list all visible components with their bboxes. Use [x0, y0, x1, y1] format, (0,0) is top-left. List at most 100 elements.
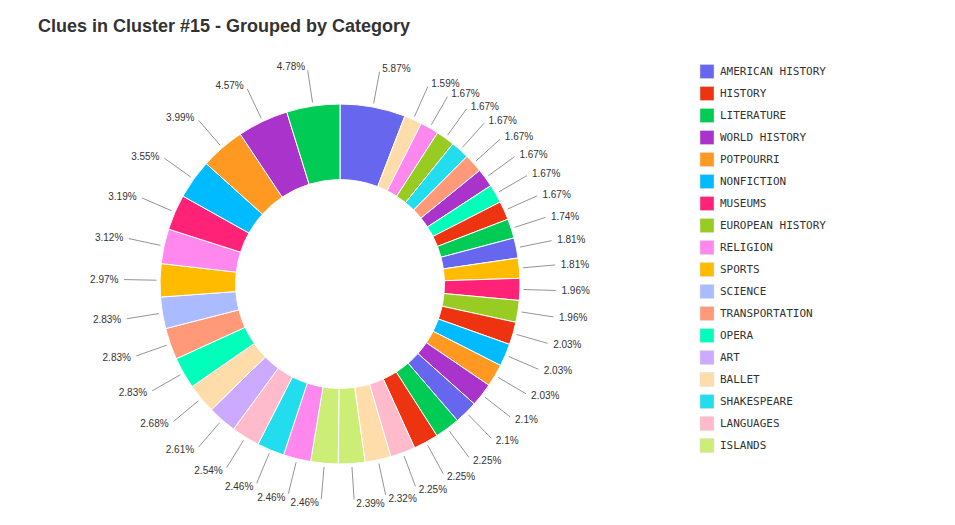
leader-line	[431, 97, 447, 125]
leader-line	[469, 415, 492, 438]
data-label: 2.61%	[166, 444, 194, 455]
legend-label: HISTORY	[720, 87, 767, 100]
leader-line	[415, 87, 428, 117]
data-label: 1.81%	[561, 259, 589, 270]
leader-line	[485, 397, 511, 417]
leader-line	[198, 423, 219, 447]
leader-line	[374, 72, 380, 104]
data-label: 1.67%	[505, 131, 533, 142]
legend-swatch	[700, 109, 714, 123]
data-label: 3.99%	[166, 112, 194, 123]
leader-line	[257, 453, 269, 483]
slice	[160, 292, 238, 329]
leader-line	[450, 431, 469, 457]
leader-line	[499, 176, 527, 192]
data-label: 4.57%	[215, 80, 243, 91]
legend-item: SHAKESPEARE	[700, 395, 793, 409]
legend-swatch	[700, 307, 714, 321]
legend-swatch	[700, 153, 714, 167]
data-label: 1.96%	[562, 285, 590, 296]
legend-label: SHAKESPEARE	[720, 395, 793, 408]
legend-item: WORLD HISTORY	[700, 131, 806, 145]
leader-line	[521, 312, 553, 317]
chart: Clues in Cluster #15 - Grouped by Catego…	[0, 0, 955, 525]
data-label: 2.46%	[225, 481, 253, 492]
legend-label: EUROPEAN HISTORY	[720, 219, 826, 232]
legend-swatch	[700, 175, 714, 189]
legend-item: SCIENCE	[700, 285, 766, 299]
data-label: 1.67%	[489, 115, 517, 126]
data-label: 3.12%	[95, 232, 123, 243]
data-label: 2.83%	[119, 387, 147, 398]
legend-swatch	[700, 131, 714, 145]
legend-swatch	[700, 219, 714, 233]
slice	[338, 387, 365, 464]
leader-line	[508, 196, 538, 209]
legend-item: MUSEUMS	[700, 197, 766, 211]
leader-line	[524, 289, 556, 291]
data-label: 1.67%	[532, 168, 560, 179]
leader-line	[152, 375, 180, 391]
legend-swatch	[700, 197, 714, 211]
leader-line	[352, 467, 354, 499]
leader-line	[127, 314, 159, 319]
data-label: 1.74%	[551, 211, 579, 222]
legend-swatch	[700, 241, 714, 255]
legend-item: OPERA	[700, 329, 753, 343]
leader-line	[173, 401, 198, 422]
data-label: 2.1%	[496, 435, 519, 446]
data-label: 5.87%	[382, 63, 410, 74]
leader-line	[520, 241, 552, 248]
leader-line	[488, 157, 514, 176]
legend-label: NONFICTION	[720, 175, 786, 188]
leader-line	[308, 70, 313, 102]
data-label: 1.67%	[542, 189, 570, 200]
leader-line	[509, 356, 539, 369]
data-label: 4.78%	[277, 61, 305, 72]
legend-swatch	[700, 395, 714, 409]
legend-item: AMERICAN HISTORY	[700, 65, 826, 79]
leader-line	[379, 463, 386, 495]
data-label: 2.1%	[515, 414, 538, 425]
legend-label: SCIENCE	[720, 285, 766, 298]
pie: 5.87%1.59%1.67%1.67%1.67%1.67%1.67%1.67%…	[90, 61, 590, 508]
leader-line	[476, 139, 500, 161]
leader-line	[288, 462, 296, 493]
data-label: 2.03%	[553, 339, 581, 350]
leader-line	[142, 198, 172, 211]
leader-line	[523, 265, 555, 268]
leader-line	[164, 158, 190, 177]
data-label: 2.83%	[103, 352, 131, 363]
legend-item: NONFICTION	[700, 175, 786, 189]
legend-item: ART	[700, 351, 740, 365]
slice	[287, 104, 340, 184]
data-label: 3.55%	[131, 151, 159, 162]
data-label: 1.81%	[557, 234, 585, 245]
legend-label: TRANSPORTATION	[720, 307, 813, 320]
leader-line	[129, 239, 161, 246]
data-label: 2.03%	[531, 390, 559, 401]
legend-swatch	[700, 285, 714, 299]
data-label: 3.19%	[108, 191, 136, 202]
data-labels: 5.87%1.59%1.67%1.67%1.67%1.67%1.67%1.67%…	[90, 61, 590, 508]
data-label: 2.83%	[93, 314, 121, 325]
leader-line	[515, 217, 546, 227]
legend-label: MUSEUMS	[720, 197, 766, 210]
legend-item: SPORTS	[700, 263, 760, 277]
data-label: 2.39%	[356, 498, 384, 509]
title: Clues in Cluster #15 - Grouped by Catego…	[38, 16, 410, 36]
legend-swatch	[700, 65, 714, 79]
data-label: 2.25%	[419, 484, 447, 495]
legend-label: RELIGION	[720, 241, 773, 254]
legend-item: BALLET	[700, 373, 760, 387]
data-label: 2.46%	[257, 492, 285, 503]
data-label: 1.67%	[471, 101, 499, 112]
legend-swatch	[700, 263, 714, 277]
legend-label: SPORTS	[720, 263, 760, 276]
slice	[443, 258, 520, 281]
legend-swatch	[700, 87, 714, 101]
leader-line	[321, 467, 324, 499]
data-label: 2.68%	[140, 418, 168, 429]
legend-swatch	[700, 351, 714, 365]
data-label: 2.32%	[388, 493, 416, 504]
